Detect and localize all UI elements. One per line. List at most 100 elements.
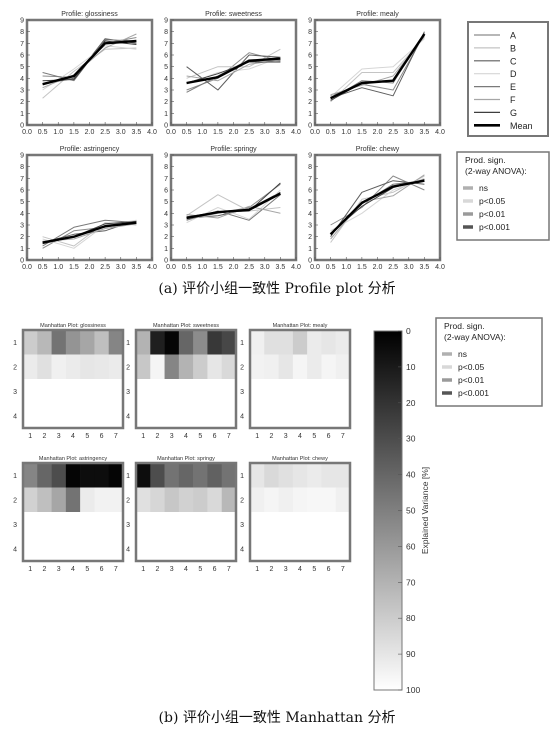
heatmap-cell [221, 536, 237, 562]
heatmap-cell [278, 512, 294, 537]
heatmap-cell [164, 403, 180, 429]
heatmap-cell [94, 379, 110, 404]
heatmap-cell [37, 330, 52, 355]
y-tick-label: 3 [240, 389, 244, 396]
heatmap-cell [193, 487, 208, 513]
heatmap-cell [80, 463, 95, 488]
series-line-mean [42, 39, 137, 86]
x-tick-label: 2 [155, 566, 159, 573]
colorbar-tick-label: 10 [406, 362, 416, 372]
y-tick-label: 5 [164, 199, 168, 206]
x-tick-label: 1.5 [69, 129, 79, 136]
heatmap-cell [65, 487, 81, 513]
heatmap-cell [221, 512, 237, 537]
heatmap-cell [150, 330, 165, 355]
x-tick-label: 3.5 [132, 129, 142, 136]
caption-b: (b) 评价小组一致性 Manhattan 分析 [158, 710, 396, 726]
manhattan-plot-manhattan-plot-springy: Manhattan Plot: springy 1 2 3 4 1 2 3 4 5 6 7 [126, 456, 238, 573]
heatmap-cell [264, 512, 279, 537]
heatmap-cell [264, 354, 279, 380]
colorbar-axis-label: Explained Variance [%] [420, 467, 430, 554]
heatmap-cell [207, 463, 223, 488]
heatmap-cell [207, 487, 223, 513]
heatmap-cell [108, 487, 124, 513]
legend-frame [456, 151, 550, 241]
x-tick-label: 3 [170, 433, 174, 440]
x-tick-label: 3.0 [260, 129, 270, 136]
y-tick-label: 3 [13, 522, 17, 529]
heatmap-cell [80, 330, 95, 355]
heatmap-cell [136, 536, 151, 562]
significance-legend-manhattan: Prod. sign.(2-way ANOVA): ns p<0.05 p<0.01 p… [435, 317, 543, 407]
profile-plot-profile-mealy: Profile: mealy 0 1 2 3 4 5 6 7 8 9 0.0 0.5 1.0 1.5 2.0 2… [308, 11, 445, 136]
y-tick-label: 1 [164, 246, 168, 253]
x-tick-label: 2.0 [373, 129, 383, 136]
colorbar-tick-label: 90 [406, 649, 416, 659]
heatmap-cell [178, 512, 194, 537]
heatmap-cell [335, 463, 351, 488]
heatmap-cell [136, 463, 151, 488]
legend-frame [467, 21, 549, 137]
heatmap-cell [307, 330, 322, 355]
y-tick-label: 7 [164, 41, 168, 48]
heatmap-cell [264, 487, 279, 513]
y-tick-label: 2 [164, 99, 168, 106]
y-tick-label: 1 [240, 340, 244, 347]
y-tick-label: 3 [308, 88, 312, 95]
heatmap-cell [264, 379, 279, 404]
x-tick-label: 0.0 [310, 129, 320, 136]
heatmap-cell [65, 463, 81, 488]
heatmap-cell [108, 354, 124, 380]
y-tick-label: 9 [164, 153, 168, 160]
y-tick-label: 1 [308, 246, 312, 253]
y-tick-label: 1 [20, 111, 24, 118]
y-tick-label: 4 [126, 546, 130, 553]
caption-a: (a) 评价小组一致性 Profile plot 分析 [158, 281, 396, 297]
heatmap-cell [51, 463, 67, 488]
manhattan-plot-manhattan-plot-chewy: Manhattan Plot: chewy 1 2 3 4 1 2 3 4 5 6 7 [240, 456, 352, 573]
x-tick-label: 7 [341, 433, 345, 440]
legend-label-p-0-05: p<0.05 [458, 362, 485, 372]
legend-subtitle: (2-way ANOVA): [465, 166, 527, 176]
colorbar-tick-label: 70 [406, 577, 416, 587]
x-tick-label: 5 [312, 566, 316, 573]
heatmap-cell [250, 463, 265, 488]
heatmap-cell [221, 330, 237, 355]
y-tick-label: 1 [240, 473, 244, 480]
heatmap-cell [193, 463, 208, 488]
x-tick-label: 5 [85, 433, 89, 440]
y-tick-label: 8 [308, 29, 312, 36]
plot-title: Manhattan Plot: glossiness [40, 323, 106, 329]
heatmap-cell [108, 330, 124, 355]
y-tick-label: 2 [126, 497, 130, 504]
y-tick-label: 1 [13, 340, 17, 347]
heatmap-cell [207, 330, 223, 355]
heatmap-cell [193, 354, 208, 380]
y-tick-label: 4 [20, 211, 24, 218]
series-line-b [186, 194, 281, 217]
y-tick-label: 3 [240, 522, 244, 529]
x-tick-label: 2.0 [229, 264, 239, 271]
heatmap-cell [307, 463, 322, 488]
x-tick-label: 2 [269, 566, 273, 573]
y-tick-label: 0 [20, 123, 24, 130]
heatmap-cell [292, 463, 308, 488]
x-tick-label: 2.5 [100, 264, 110, 271]
heatmap-cell [278, 354, 294, 380]
series-line-e [42, 219, 137, 247]
heatmap-cell [23, 512, 38, 537]
y-tick-label: 1 [20, 246, 24, 253]
heatmap-cell [207, 354, 223, 380]
plot-title: Profile: astringency [60, 146, 120, 153]
plot-title: Manhattan Plot: springy [157, 456, 215, 462]
y-tick-label: 8 [164, 29, 168, 36]
x-tick-label: 1.0 [341, 264, 351, 271]
heatmap-cell [178, 330, 194, 355]
heatmap-cell [65, 403, 81, 429]
heatmap-cell [150, 463, 165, 488]
heatmap-cell [65, 379, 81, 404]
heatmap-cell [307, 536, 322, 562]
y-tick-label: 4 [164, 76, 168, 83]
plot-frame [134, 461, 238, 563]
y-tick-label: 9 [308, 18, 312, 25]
